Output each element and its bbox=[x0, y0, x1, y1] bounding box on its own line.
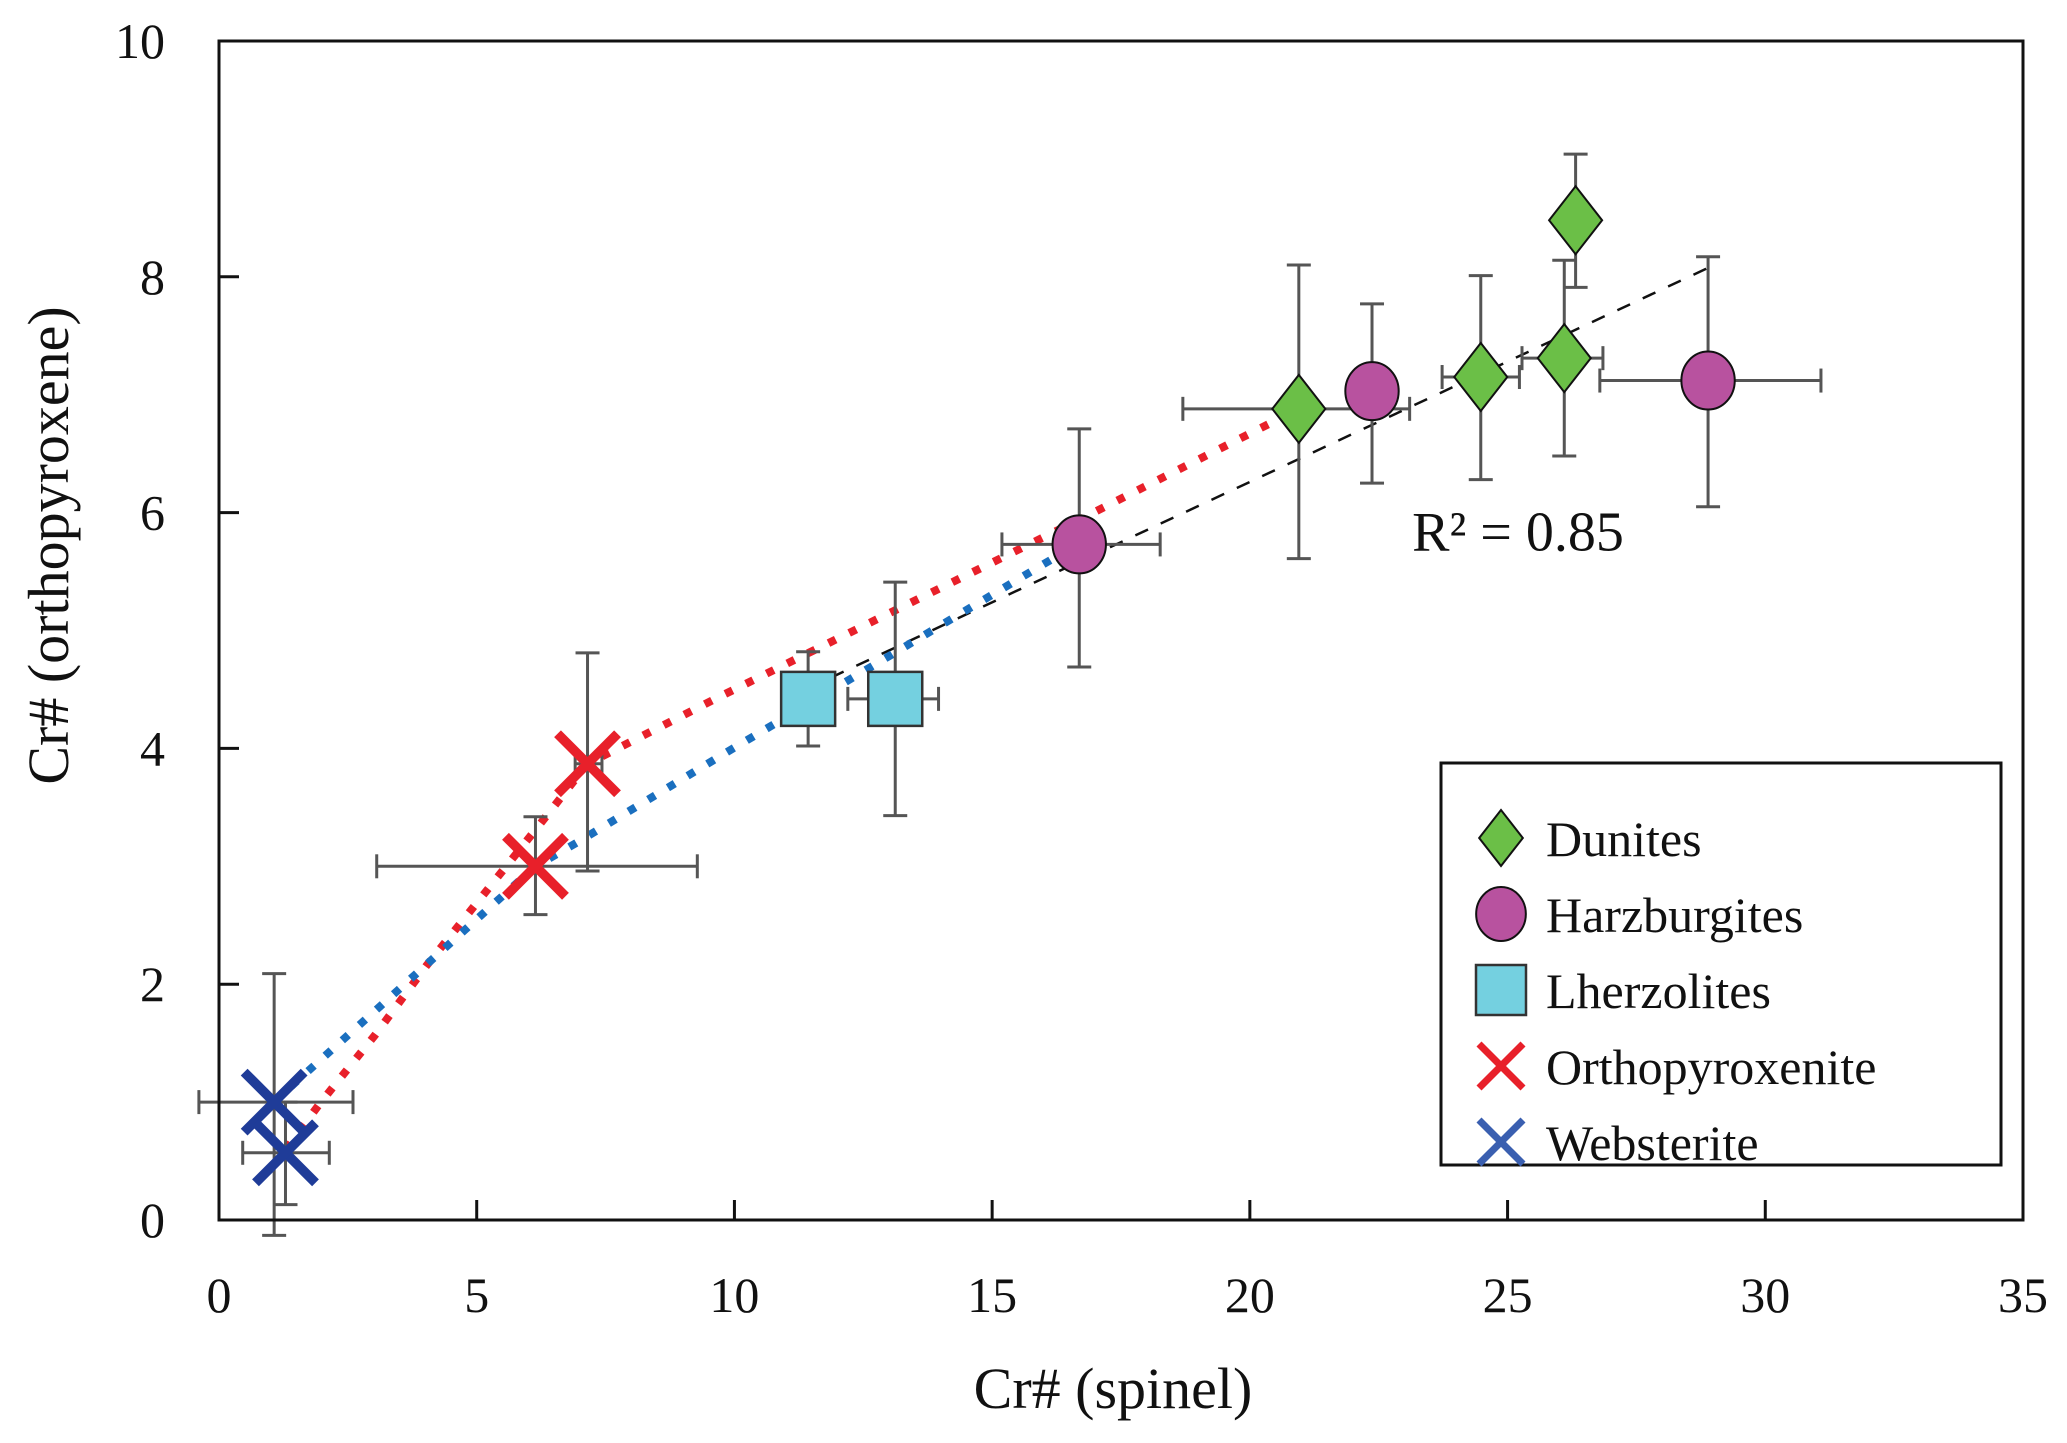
linear-fit-line bbox=[805, 265, 1713, 691]
legend-label: Harzburgites bbox=[1546, 887, 1803, 943]
websterite-point bbox=[252, 1119, 319, 1187]
legend-marker-orthopyroxenite bbox=[1476, 1041, 1526, 1091]
legend-marker-lherzolites bbox=[1474, 963, 1528, 1017]
x-axis-title: Cr# (spinel) bbox=[974, 1356, 1253, 1421]
legend-item: Websterite bbox=[1476, 1115, 1759, 1171]
x-tick-label: 5 bbox=[464, 1267, 489, 1323]
orthopyroxenite-point-stroke bbox=[554, 730, 621, 798]
legend-label: Dunites bbox=[1546, 811, 1702, 867]
websterite-point bbox=[240, 1068, 308, 1136]
plot-area-frame bbox=[217, 39, 2025, 1222]
x-tick-label: 10 bbox=[709, 1267, 759, 1323]
lherzolites-point bbox=[866, 670, 924, 728]
legend-marker-websterite-stroke bbox=[1476, 1117, 1526, 1167]
legend-item: Orthopyroxenite bbox=[1476, 1039, 1876, 1095]
harzburgites-point bbox=[1344, 361, 1400, 422]
dunites-point bbox=[1547, 184, 1604, 256]
y-tick-label: 4 bbox=[140, 720, 165, 776]
harzburgites-point bbox=[1051, 514, 1107, 575]
dunites-point bbox=[1452, 341, 1509, 413]
harzburgites-point bbox=[1680, 350, 1736, 411]
websterite-point-stroke bbox=[240, 1068, 308, 1136]
orthopyroxenite-point bbox=[554, 730, 621, 798]
x-tick-label: 25 bbox=[1483, 1267, 1533, 1323]
websterite-point-stroke bbox=[252, 1119, 319, 1187]
orthopyroxenite-point bbox=[502, 832, 569, 900]
trendlines-layer bbox=[271, 265, 1713, 1152]
legend-item: Harzburgites bbox=[1475, 886, 1803, 943]
y-axis-title: Cr# (orthopyroxene) bbox=[16, 306, 81, 784]
legend-item: Lherzolites bbox=[1474, 963, 1771, 1019]
x-tick-label: 35 bbox=[1998, 1267, 2048, 1323]
orthopyroxenite-trend-line bbox=[282, 405, 1301, 1152]
x-tick-label: 0 bbox=[207, 1267, 232, 1323]
legend-marker-dunites bbox=[1477, 808, 1525, 868]
lherzolites-point bbox=[779, 670, 837, 728]
legend-box bbox=[1439, 761, 2003, 1167]
y-tick-label: 8 bbox=[140, 249, 165, 305]
y-tick-label: 10 bbox=[115, 13, 165, 69]
legend-marker-harzburgites bbox=[1475, 886, 1527, 942]
axis-ticks: 0 5 10 15 20 25 30 35 0 2 4 6 8 10 bbox=[115, 13, 2048, 1323]
x-tick-label: 15 bbox=[967, 1267, 1017, 1323]
websterite-trend-line bbox=[271, 540, 1079, 1106]
legend-marker-websterite bbox=[1476, 1117, 1526, 1167]
legend-label: Lherzolites bbox=[1546, 963, 1771, 1019]
dunites-point bbox=[1271, 373, 1327, 445]
legend: Dunites Harzburgites Lherzolites Orthopyrox… bbox=[1439, 761, 2003, 1171]
y-tick-label: 6 bbox=[140, 485, 165, 541]
y-tick-label: 0 bbox=[140, 1192, 165, 1248]
y-tick-label: 2 bbox=[140, 956, 165, 1012]
x-tick-label: 30 bbox=[1740, 1267, 1790, 1323]
legend-item: Dunites bbox=[1477, 808, 1702, 868]
dunites-point bbox=[1536, 322, 1593, 394]
legend-label: Websterite bbox=[1546, 1115, 1759, 1171]
orthopyroxenite-point-stroke bbox=[502, 832, 569, 900]
markers-layer bbox=[240, 184, 1736, 1187]
r-squared-annotation: R² = 0.85 bbox=[1412, 501, 1624, 563]
errorbars-layer bbox=[197, 152, 1823, 1237]
legend-label: Orthopyroxenite bbox=[1546, 1039, 1876, 1095]
x-tick-label: 20 bbox=[1225, 1267, 1275, 1323]
legend-marker-orthopyroxenite-stroke bbox=[1476, 1041, 1526, 1091]
